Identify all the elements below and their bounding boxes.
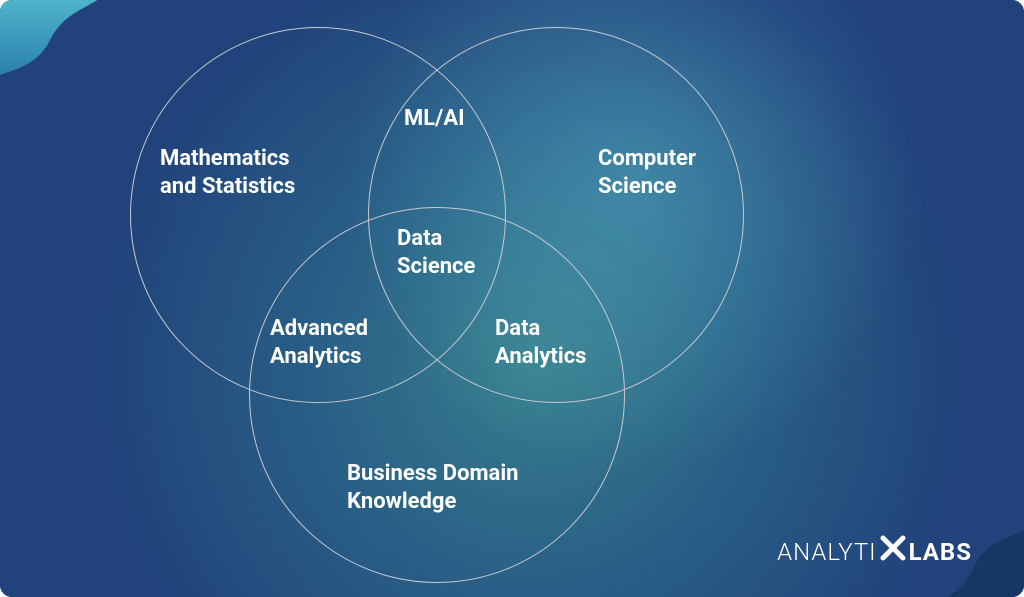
logo-text-post: LABS [909,538,972,566]
label-mathematics-statistics: Mathematics and Statistics [160,145,295,200]
label-ml-ai: ML/AI [404,105,465,133]
label-advanced-analytics: Advanced Analytics [270,315,368,370]
label-data-science: Data Science [397,225,475,280]
label-data-analytics: Data Analytics [495,315,586,370]
logo-x-icon [879,534,907,568]
analytix-labs-logo: ANALYTI LABS [777,535,972,569]
label-business-domain: Business Domain Knowledge [347,460,518,515]
logo-text-pre: ANALYTI [777,538,876,566]
label-computer-science: Computer Science [598,145,696,200]
venn-diagram-canvas: Mathematics and Statistics Computer Scie… [0,0,1024,597]
